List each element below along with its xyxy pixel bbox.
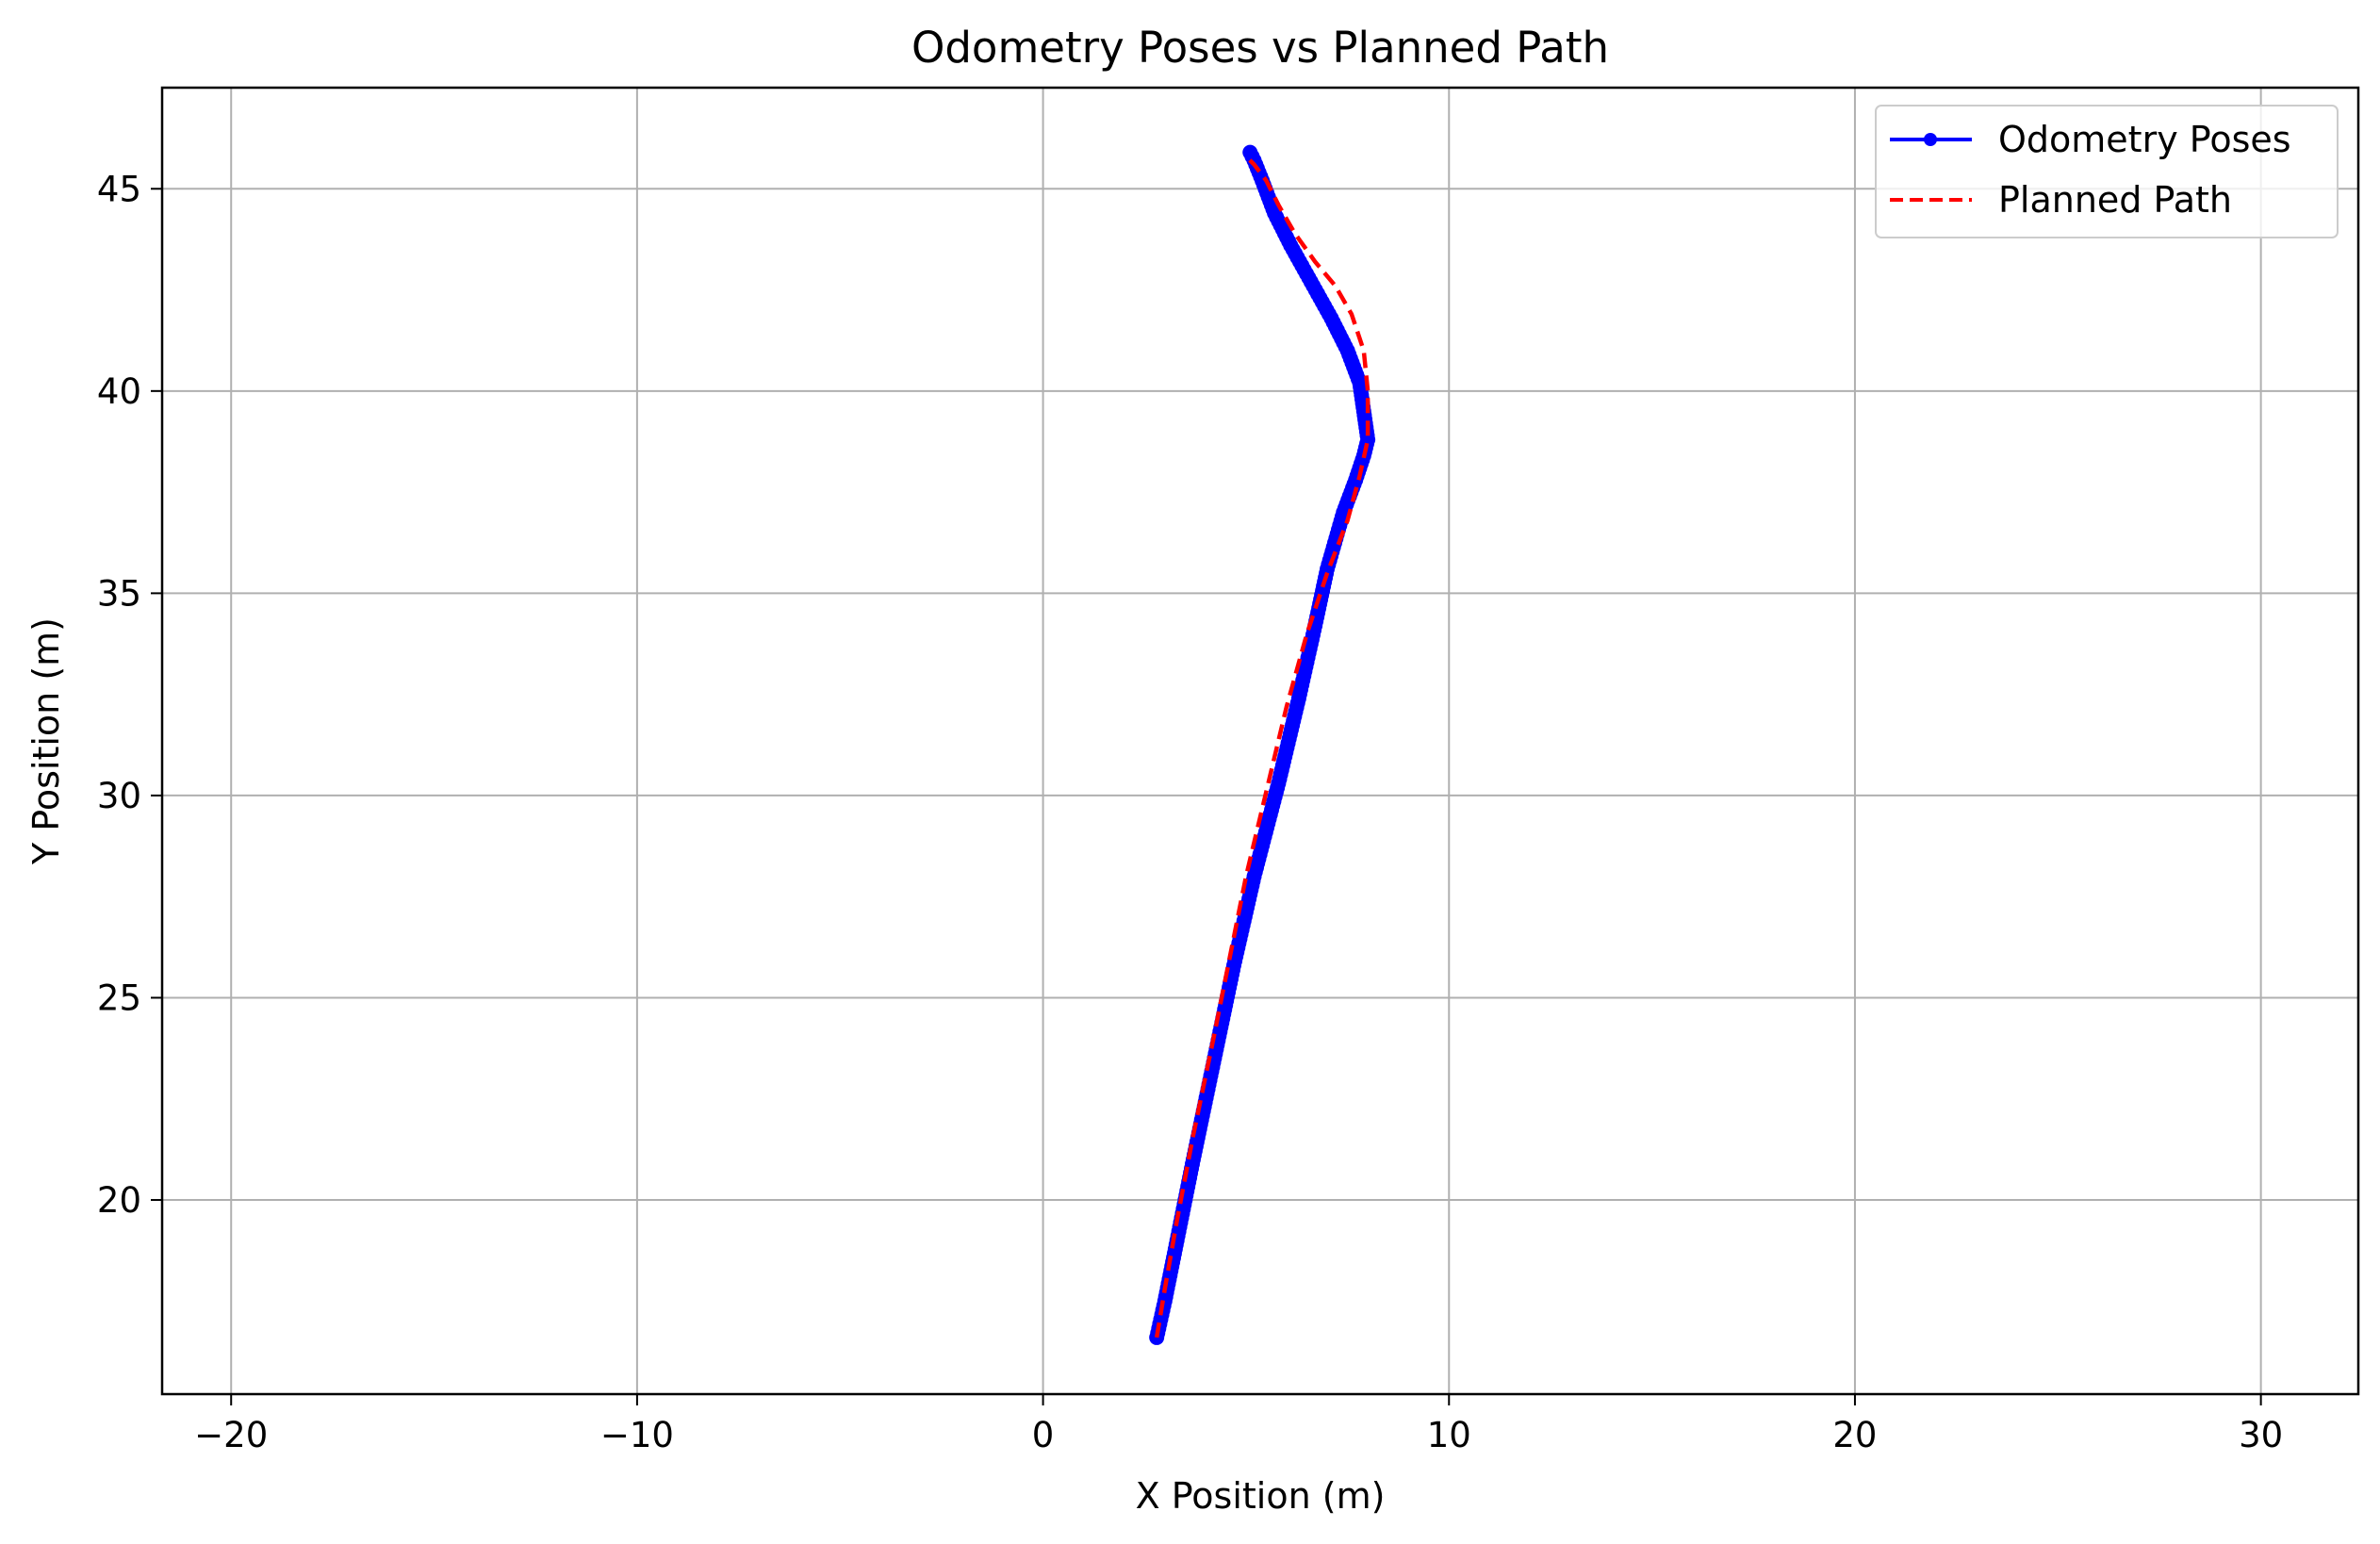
odometry-point — [1242, 144, 1258, 160]
y-axis-label: Y Position (m) — [25, 617, 67, 865]
y-tick-label: 40 — [97, 371, 141, 412]
x-axis-label: X Position (m) — [1136, 1475, 1386, 1517]
legend-odometry-marker — [1924, 133, 1937, 146]
ticks: −20 −10 0 10 20 30 20 25 30 35 40 45 — [97, 169, 2283, 1455]
chart-title: Odometry Poses vs Planned Path — [911, 23, 1609, 73]
x-tick-label: 20 — [1832, 1415, 1877, 1455]
legend: Odometry Poses Planned Path — [1875, 105, 2339, 238]
x-tick-label: −10 — [600, 1415, 674, 1455]
legend-planned-label: Planned Path — [1998, 179, 2232, 221]
plot-area — [1149, 144, 1376, 1345]
x-tick-label: 0 — [1032, 1415, 1055, 1455]
legend-box — [1875, 105, 2339, 238]
x-tick-label: 30 — [2239, 1415, 2283, 1455]
y-tick-label: 30 — [97, 776, 141, 816]
y-tick-label: 20 — [97, 1180, 141, 1221]
grid — [162, 88, 2358, 1394]
y-tick-label: 45 — [97, 169, 141, 209]
y-tick-label: 35 — [97, 573, 141, 614]
planned-path-line — [1154, 155, 1371, 1339]
y-tick-label: 25 — [97, 977, 141, 1018]
legend-odometry-label: Odometry Poses — [1998, 119, 2291, 160]
x-tick-label: 10 — [1427, 1415, 1471, 1455]
x-tick-label: −20 — [194, 1415, 268, 1455]
axes-frame — [160, 86, 2360, 1396]
